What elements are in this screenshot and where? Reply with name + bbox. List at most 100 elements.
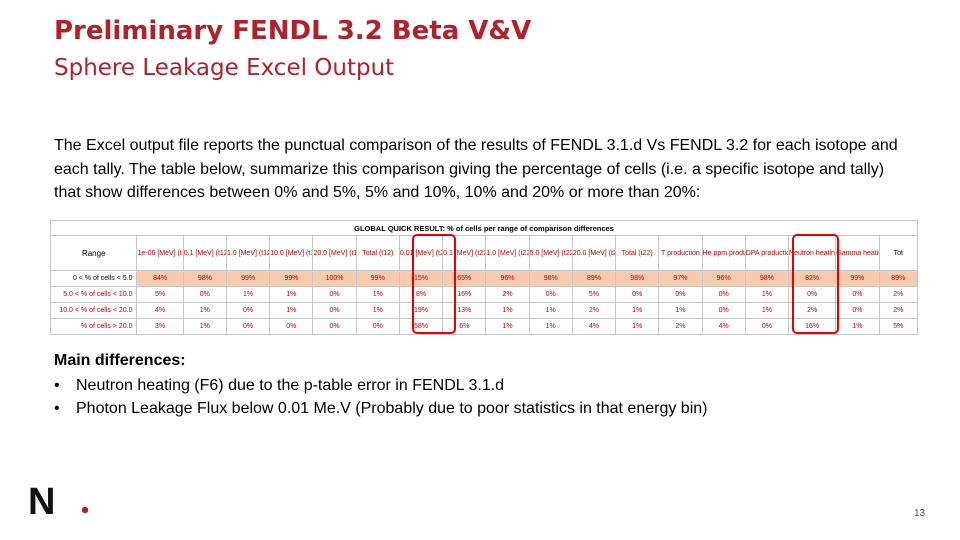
table-cell: 4% <box>571 318 617 335</box>
table-cell: 98% <box>528 270 573 287</box>
quick-result-table: GLOBAL QUICK RESULT: % of cells per rang… <box>49 220 919 335</box>
table-cell: 96% <box>701 270 746 287</box>
differences-list: • Neutron heating (F6) due to the p-tabl… <box>54 374 707 420</box>
table-cell: 0% <box>615 286 660 303</box>
row-label: 10.0 < % of cells < 20.0 <box>49 302 138 319</box>
header-cell: Neutron heating F6 <box>788 235 837 271</box>
table-cell: 1% <box>528 318 573 335</box>
header-cell: Range <box>49 235 138 271</box>
table-cell: 1% <box>269 286 314 303</box>
header-cell: 0.1 [MeV] (t12) <box>182 235 227 271</box>
header-cell: 20.0 [MeV] (t12) <box>312 235 357 271</box>
table-cell: 0% <box>182 286 227 303</box>
company-logo: N <box>28 484 88 516</box>
table-cell: 0% <box>701 302 746 319</box>
list-item: • Photon Leakage Flux below 0.01 Me.V (P… <box>54 397 707 420</box>
header-cell: Total (t22) <box>615 235 660 271</box>
table-cell: 2% <box>878 286 919 303</box>
table-cell: 0% <box>312 286 357 303</box>
table-cell: 1% <box>269 302 314 319</box>
table-cell: 2% <box>658 318 703 335</box>
highlight-neutron-heating <box>792 234 839 334</box>
table-cell: 98% <box>744 270 790 287</box>
row-label: 0 < % of cells < 5.0 <box>49 270 138 287</box>
table-cell: 99% <box>269 270 314 287</box>
header-cell: 5.0 [MeV] (t22) <box>528 235 573 271</box>
table-cell: 1% <box>485 302 530 319</box>
table-cell: 97% <box>658 270 703 287</box>
bullet-text: Photon Leakage Flux below 0.01 Me.V (Pro… <box>76 400 708 417</box>
bullet-marker: • <box>54 400 60 417</box>
table-cell: 2% <box>485 286 530 303</box>
table-cell: 4% <box>136 302 184 319</box>
header-cell: DPA production <box>744 235 790 271</box>
table-cell: 0% <box>744 318 790 335</box>
table-cell: 2% <box>878 302 919 319</box>
row-label: % of cells > 20.0 <box>49 318 138 335</box>
table-cell: 98% <box>182 270 227 287</box>
table-cell: 1% <box>225 286 271 303</box>
table-cell: 16% <box>788 318 837 335</box>
logo-letter: N <box>28 484 55 516</box>
highlight-photon-0.01mev <box>412 234 456 334</box>
table-row: 5.0 < % of cells < 10.0 5% 0% 1% 1% 0% 1% 8% 16%… <box>49 286 919 303</box>
header-cell: T production <box>658 235 703 271</box>
header-cell: Total (t12) <box>355 235 400 271</box>
results-table-image: GLOBAL QUICK RESULT: % of cells per rang… <box>49 220 919 335</box>
table-cell: 1% <box>355 286 400 303</box>
table-cell: 0% <box>658 286 703 303</box>
table-cell: 15% <box>398 270 444 287</box>
slide-title: Preliminary FENDL 3.2 Beta V&V <box>54 16 532 46</box>
table-cell: 99% <box>835 270 880 287</box>
table-cell: 1% <box>615 318 660 335</box>
table-caption: GLOBAL QUICK RESULT: % of cells per rang… <box>50 220 918 236</box>
table-cell: 1% <box>528 302 573 319</box>
table-cell: 0% <box>225 302 271 319</box>
table-cell: 1% <box>615 302 660 319</box>
bullet-text: Neutron heating (F6) due to the p-table … <box>76 377 505 394</box>
logo-dot <box>81 506 88 514</box>
header-cell: 10.0 [MeV] (t12) <box>269 235 314 271</box>
table-cell: 0% <box>269 318 314 335</box>
bullet-marker: • <box>54 377 60 394</box>
list-item: • Neutron heating (F6) due to the p-tabl… <box>54 374 707 397</box>
header-cell: 0.01 [MeV] (t22) <box>398 235 444 271</box>
table-cell: 5% <box>571 286 617 303</box>
header-cell: Gamma heating F6 <box>835 235 880 271</box>
table-cell: 0% <box>835 302 880 319</box>
table-cell: 0% <box>312 302 357 319</box>
header-cell: 0.1 [MeV] (t22) <box>442 235 487 271</box>
header-cell: He ppm production <box>701 235 746 271</box>
table-cell: 0% <box>355 318 400 335</box>
table-cell: 1% <box>835 318 880 335</box>
table-row: 10.0 < % of cells < 20.0 4% 1% 0% 1% 0% 1% 19% 1… <box>49 302 919 319</box>
table-cell: 89% <box>571 270 617 287</box>
table-cell: 100% <box>312 270 357 287</box>
header-cell: Tot <box>878 235 919 271</box>
header-cell: 1.0 [MeV] (t12) <box>225 235 271 271</box>
table-cell: 0% <box>701 286 746 303</box>
table-cell: 1% <box>182 302 227 319</box>
table-cell: 58% <box>398 318 444 335</box>
row-label: 5.0 < % of cells < 10.0 <box>49 286 138 303</box>
header-cell: 1.0 [MeV] (t22) <box>485 235 530 271</box>
table-cell: 98% <box>615 270 660 287</box>
table-cell: 5% <box>136 286 184 303</box>
table-cell: 0% <box>528 286 573 303</box>
table-cell: 1% <box>485 318 530 335</box>
table-cell: 2% <box>571 302 617 319</box>
table-cell: 0% <box>225 318 271 335</box>
table-cell: 82% <box>788 270 837 287</box>
table-cell: 1% <box>658 302 703 319</box>
header-cell: 1e-06 [MeV] (t12) <box>136 235 184 271</box>
table-row: % of cells > 20.0 3% 1% 0% 0% 0% 0% 58% 6% 1% 1% 4%… <box>49 318 919 335</box>
intro-paragraph: The Excel output file reports the punctu… <box>54 137 898 201</box>
slide-subtitle: Sphere Leakage Excel Output <box>54 55 395 81</box>
table-cell: 84% <box>136 270 184 287</box>
table-cell: 99% <box>225 270 271 287</box>
header-cell: 20.0 [MeV] (t22) <box>571 235 617 271</box>
table-cell: 0% <box>312 318 357 335</box>
main-differences-heading: Main differences: <box>54 352 186 369</box>
page-number: 13 <box>914 508 926 519</box>
table-cell: 1% <box>182 318 227 335</box>
